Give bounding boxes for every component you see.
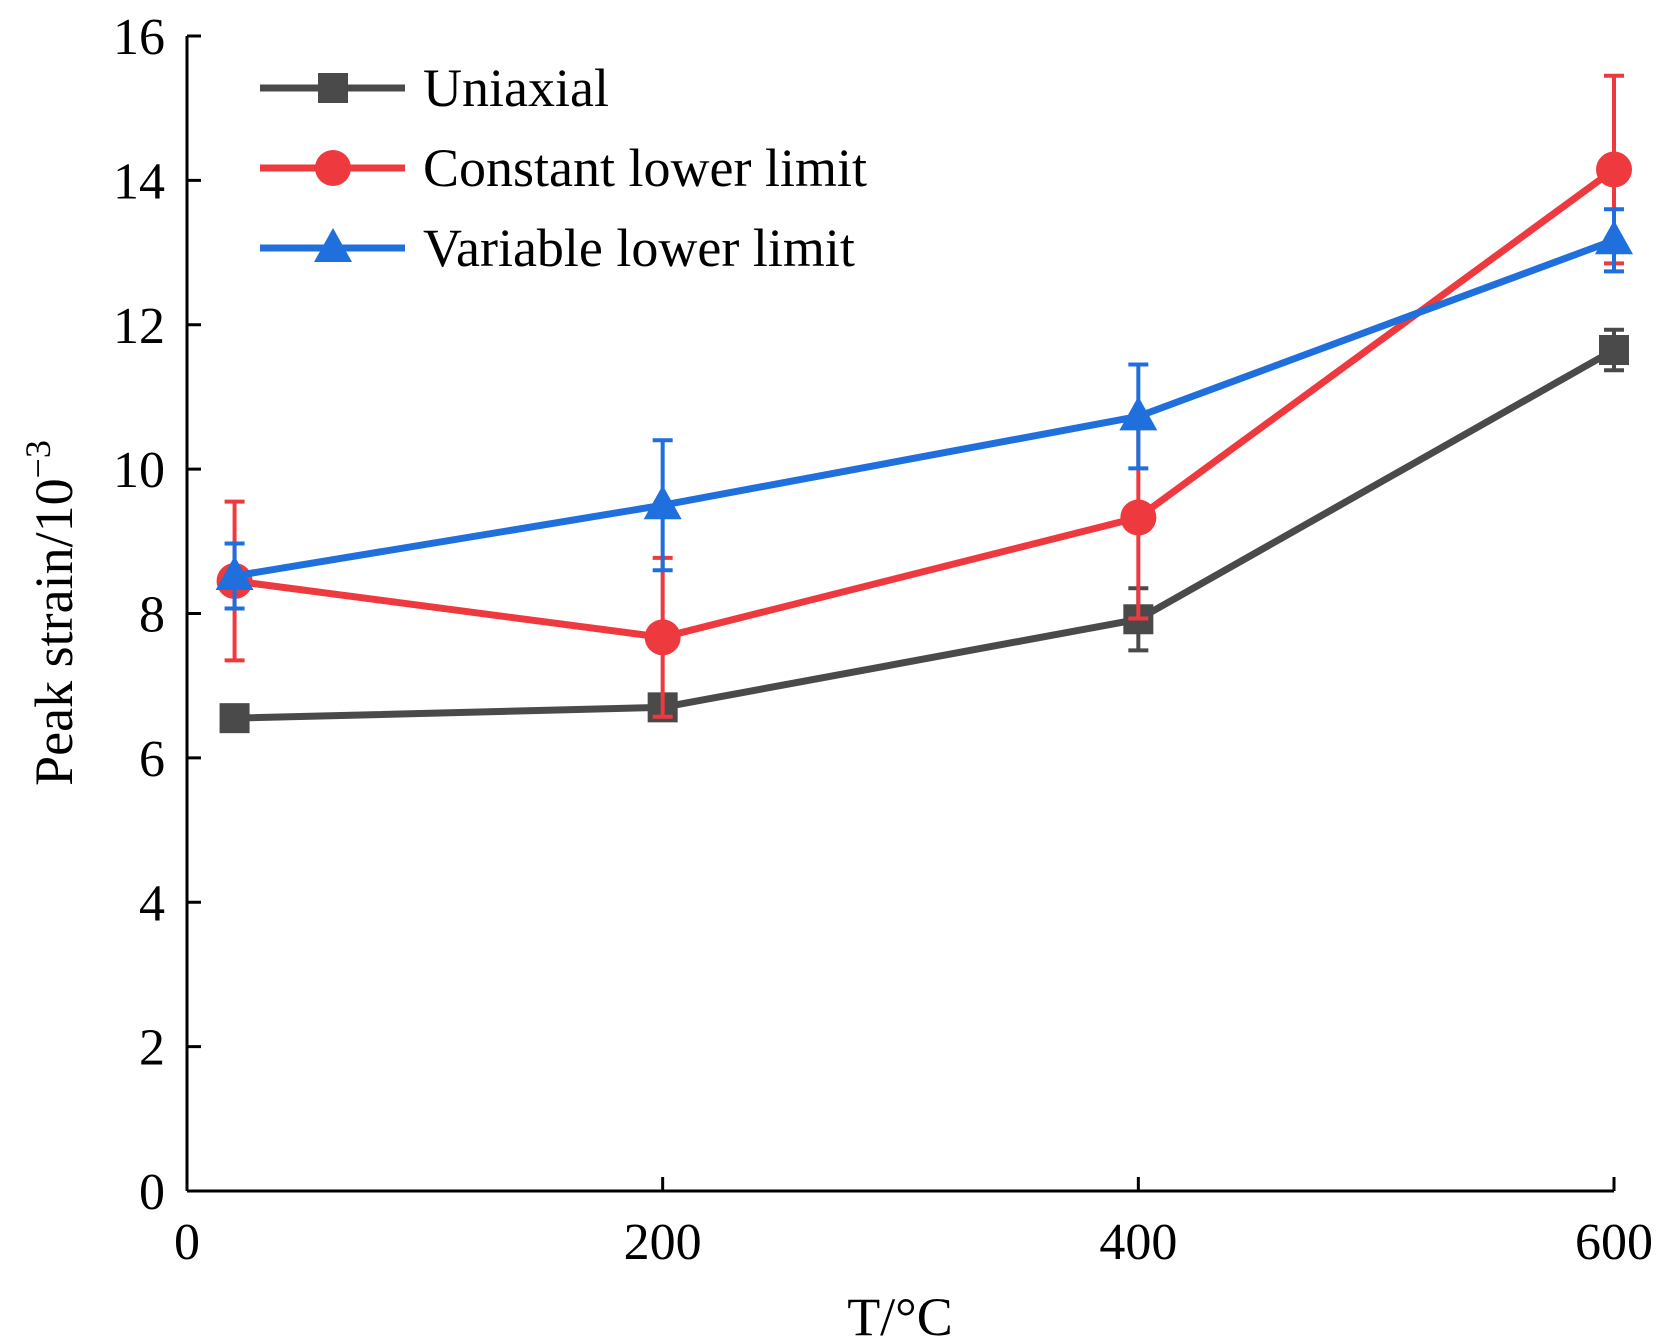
point-variable-lower-limit-0 bbox=[215, 555, 254, 590]
legend-label-constant-lower-limit: Constant lower limit bbox=[423, 138, 867, 198]
y-axis-title-base: Peak strain/10 bbox=[24, 478, 84, 785]
x-tick-label-200: 200 bbox=[624, 1214, 702, 1271]
y-tick-label-4: 4 bbox=[139, 875, 165, 932]
point-variable-lower-limit-1 bbox=[643, 485, 682, 520]
point-variable-lower-limit-3 bbox=[1595, 220, 1633, 255]
y-axis-title-superscript: −3 bbox=[18, 440, 58, 478]
legend-label-uniaxial: Uniaxial bbox=[423, 58, 609, 118]
point-constant-lower-limit-1 bbox=[644, 619, 681, 656]
legend-label-variable-lower-limit: Variable lower limit bbox=[423, 218, 855, 278]
series-line-constant-lower-limit bbox=[234, 166, 1617, 641]
point-constant-lower-limit-2 bbox=[1120, 499, 1157, 536]
legend-marker-constant-lower-limit bbox=[315, 150, 351, 186]
ticks-layer: 0 2 4 6 8 10 12 14 16 0 200 400 600 bbox=[113, 9, 1653, 1271]
x-tick-label-600: 600 bbox=[1575, 1214, 1653, 1271]
y-tick-label-16: 16 bbox=[113, 9, 165, 66]
y-tick-label-0: 0 bbox=[139, 1164, 165, 1221]
legend-marker-variable-lower-limit bbox=[314, 228, 352, 262]
y-axis-title: Peak strain/10−3 bbox=[18, 440, 84, 786]
y-tick-label-14: 14 bbox=[113, 153, 165, 210]
legend-marker-uniaxial bbox=[318, 73, 348, 103]
legend: Uniaxial Constant lower limit Variable low… bbox=[260, 58, 867, 278]
x-axis-title: T/°C bbox=[847, 1287, 953, 1343]
point-uniaxial-3 bbox=[1599, 335, 1629, 366]
series-uniaxial bbox=[219, 327, 1629, 734]
series-variable-lower-limit bbox=[215, 207, 1633, 611]
x-tick-label-400: 400 bbox=[1099, 1214, 1177, 1271]
y-tick-label-10: 10 bbox=[113, 442, 165, 499]
series-line-uniaxial bbox=[234, 346, 1616, 722]
y-tick-label-2: 2 bbox=[139, 1020, 165, 1077]
x-tick-label-0: 0 bbox=[174, 1214, 200, 1271]
axes-layer bbox=[185, 36, 1614, 1193]
point-constant-lower-limit-3 bbox=[1596, 151, 1632, 188]
y-tick-label-6: 6 bbox=[139, 731, 165, 788]
y-tick-label-8: 8 bbox=[139, 587, 165, 644]
point-variable-lower-limit-2 bbox=[1119, 396, 1158, 431]
series-line-variable-lower-limit bbox=[233, 237, 1616, 580]
series-layer bbox=[215, 73, 1633, 734]
y-tick-label-12: 12 bbox=[113, 298, 165, 355]
point-uniaxial-0 bbox=[219, 703, 250, 734]
